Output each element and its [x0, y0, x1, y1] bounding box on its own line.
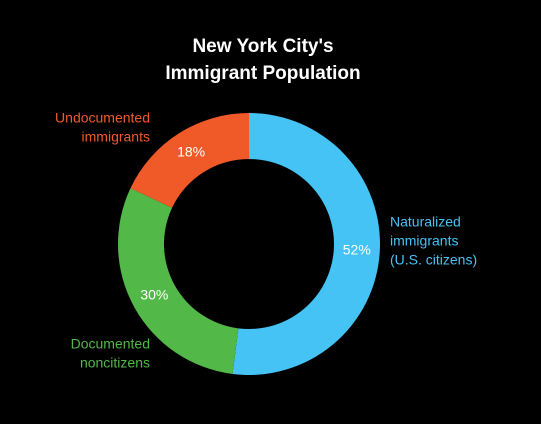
value-label: 18%: [177, 144, 205, 160]
donut-segment: [117, 188, 239, 374]
value-label: 52%: [343, 241, 371, 257]
chart-title: Immigrant Population: [165, 63, 360, 84]
value-label: 30%: [140, 287, 168, 303]
category-label: Undocumented: [55, 110, 150, 126]
category-label: immigrants: [82, 129, 150, 145]
category-label: Documented: [71, 336, 150, 352]
category-label: immigrants: [390, 233, 458, 249]
donut-segment: [232, 113, 380, 375]
category-label: noncitizens: [80, 355, 150, 371]
donut-segment: [130, 113, 249, 208]
category-label: Naturalized: [390, 214, 461, 230]
category-label: (U.S. citizens): [390, 252, 477, 268]
chart-title: New York City's: [192, 36, 333, 57]
